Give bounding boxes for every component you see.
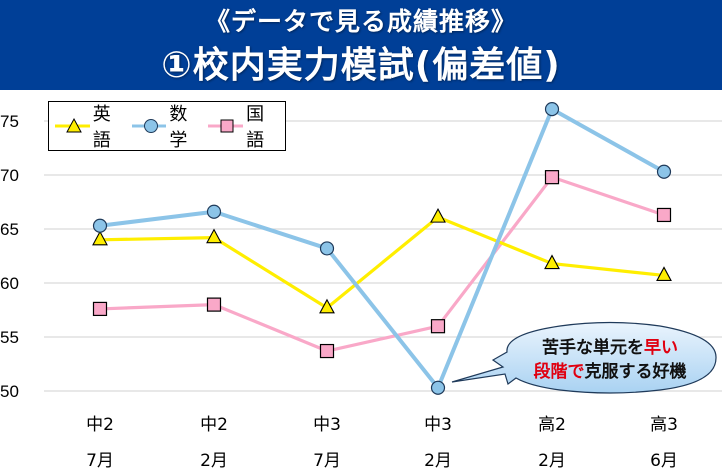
- x-tick-label: 中2: [86, 415, 114, 435]
- circle-marker-icon: [430, 380, 446, 395]
- chart-legend: 英語 数学 国語: [48, 101, 286, 151]
- square-marker-icon: [319, 343, 335, 359]
- x-tick-sublabel: 2月: [424, 451, 452, 471]
- square-marker-icon: [206, 297, 222, 312]
- y-tick-label: 55: [0, 328, 19, 347]
- square-marker-icon: [430, 319, 446, 334]
- series-line: [99, 215, 665, 310]
- x-tick-sublabel: 2月: [200, 451, 228, 471]
- triangle-marker-icon: [92, 230, 108, 246]
- chart-subtitle: 《データで見る成績推移》: [204, 7, 517, 36]
- series-line: [99, 175, 665, 353]
- x-axis: 中2 7月 中2 2月 中3 7月 中3 2月 高2 2月 高3 6月: [86, 415, 678, 471]
- legend-item-japanese: 国語: [208, 100, 279, 152]
- y-tick-label: 50: [0, 382, 19, 401]
- series-lines: [92, 102, 672, 395]
- square-marker-icon: [92, 301, 108, 317]
- circle-marker-icon: [656, 164, 672, 179]
- x-tick-sublabel: 7月: [86, 451, 114, 471]
- legend-item-math: 数学: [131, 100, 203, 152]
- circle-marker-icon: [92, 218, 108, 233]
- callout-text: 苦手な単元を早い 段階で克服する好機: [510, 336, 710, 384]
- square-marker-icon: [208, 119, 244, 133]
- circle-marker-icon: [544, 102, 560, 117]
- legend-label: 国語: [246, 104, 265, 151]
- x-tick-sublabel: 6月: [650, 451, 678, 471]
- y-tick-label: 75: [0, 112, 19, 131]
- x-tick-sublabel: 7月: [313, 451, 341, 471]
- x-tick-label: 中2: [200, 415, 228, 435]
- callout-line-1: 苦手な単元を早い: [542, 338, 678, 358]
- series-line: [99, 107, 665, 390]
- y-axis: 50 55 60 65 70 75: [0, 112, 19, 401]
- legend-label: 英語: [92, 104, 111, 151]
- callout-bubble: [451, 321, 717, 394]
- y-tick-label: 70: [0, 166, 19, 185]
- x-tick-label: 中3: [313, 415, 341, 435]
- triangle-marker-icon: [544, 254, 560, 270]
- triangle-marker-icon: [206, 228, 222, 244]
- chart-title: ①校内実力模試(偏差値): [161, 45, 561, 86]
- circle-marker-icon: [319, 241, 335, 256]
- triangle-marker-icon: [656, 266, 672, 281]
- title-banner: 《データで見る成績推移》 ①校内実力模試(偏差値): [0, 0, 722, 90]
- circle-marker-icon: [131, 119, 167, 133]
- x-tick-label: 高3: [650, 415, 678, 435]
- square-marker-icon: [544, 170, 560, 185]
- callout-line-2: 段階で克服する好機: [533, 362, 687, 382]
- triangle-marker-icon: [55, 117, 90, 133]
- circle-marker-icon: [206, 204, 222, 219]
- y-tick-label: 60: [0, 274, 19, 293]
- x-tick-sublabel: 2月: [538, 451, 566, 471]
- y-tick-label: 65: [0, 220, 19, 239]
- triangle-marker-icon: [430, 207, 446, 223]
- triangle-marker-icon: [319, 298, 335, 314]
- x-tick-label: 高2: [538, 415, 566, 435]
- legend-label: 数学: [169, 104, 188, 151]
- x-tick-label: 中3: [424, 415, 452, 435]
- square-marker-icon: [656, 207, 672, 223]
- legend-item-english: 英語: [55, 100, 126, 152]
